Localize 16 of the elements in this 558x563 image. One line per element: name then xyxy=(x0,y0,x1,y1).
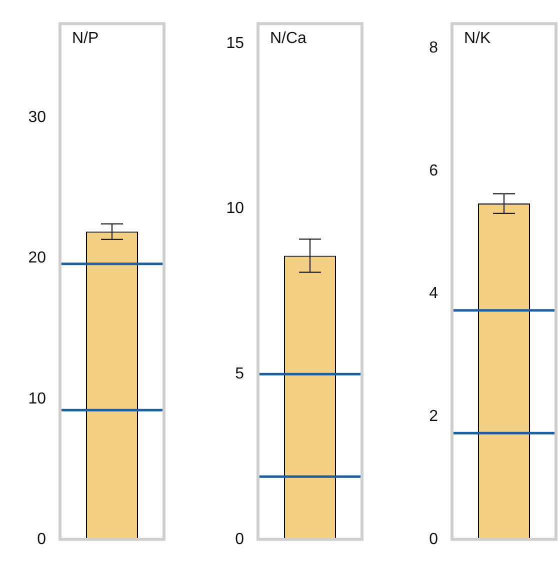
y-tick-label: 15 xyxy=(226,34,244,52)
y-tick-label: 0 xyxy=(37,530,46,548)
y-tick-label: 30 xyxy=(28,109,46,126)
chart-title: N/P xyxy=(72,30,99,48)
y-tick-label: 2 xyxy=(429,408,438,425)
chart-title: N/K xyxy=(464,30,491,48)
y-tick-label: 5 xyxy=(235,365,244,382)
y-tick-label: 0 xyxy=(235,530,244,548)
y-tick-label: 4 xyxy=(429,285,438,302)
y-tick-label: 10 xyxy=(226,200,244,218)
y-tick-label: 20 xyxy=(28,250,46,267)
y-tick-label: 0 xyxy=(429,530,438,548)
y-tick-label: 10 xyxy=(28,390,46,408)
chart-title: N/Ca xyxy=(270,30,307,48)
y-tick-label: 6 xyxy=(429,162,438,180)
y-tick-label: 8 xyxy=(429,40,438,57)
